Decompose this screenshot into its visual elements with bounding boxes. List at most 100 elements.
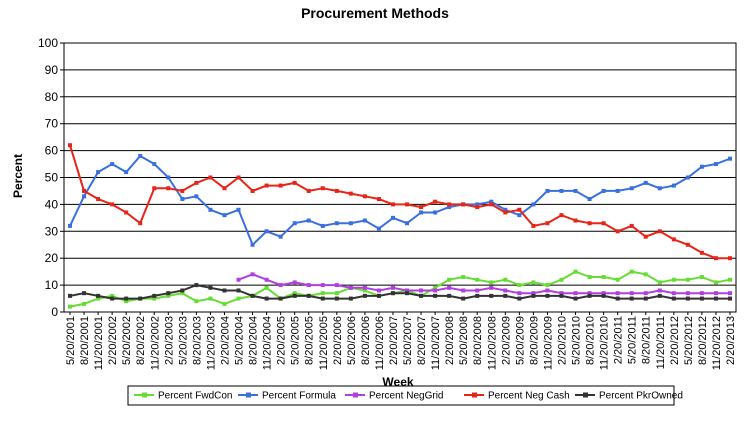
data-point [601, 188, 606, 193]
legend-label: Percent Neg Cash [488, 391, 570, 402]
data-point [194, 194, 199, 199]
data-point [447, 285, 452, 290]
data-point [713, 256, 718, 261]
data-point [390, 285, 395, 290]
series-percent-formula [68, 153, 732, 247]
data-point [68, 304, 72, 309]
x-tick-label: 5/20/2008 [458, 316, 470, 365]
series-percent-pkrowned [68, 283, 732, 301]
data-point [292, 221, 297, 226]
data-point [236, 175, 241, 180]
x-tick-label: 8/20/2010 [585, 316, 597, 365]
data-point [166, 293, 171, 298]
x-tick-label: 5/20/2012 [683, 316, 695, 365]
data-point [559, 277, 564, 282]
x-tick-label: 11/20/2010 [599, 316, 611, 370]
data-point [573, 188, 578, 193]
legend-marker [246, 392, 251, 398]
data-point [489, 285, 494, 290]
data-point [390, 215, 395, 220]
data-point [517, 207, 522, 212]
data-point [559, 291, 564, 296]
data-point [629, 296, 634, 301]
data-point [405, 291, 410, 296]
data-point [447, 277, 452, 282]
legend-item: Percent NegGrid [345, 391, 443, 402]
y-tick-label: 10 [45, 278, 59, 292]
data-point [713, 291, 718, 296]
data-point [124, 296, 129, 301]
x-tick-label: 5/20/2007 [402, 316, 414, 365]
data-point [587, 293, 592, 298]
data-point [517, 296, 522, 301]
data-point [461, 275, 466, 280]
y-axis-label: Percent [11, 154, 25, 198]
data-point [320, 223, 325, 228]
data-point [433, 293, 438, 298]
data-point [615, 277, 620, 282]
data-point [82, 188, 87, 193]
data-point [573, 218, 578, 223]
data-point [587, 197, 592, 202]
data-point [110, 202, 115, 207]
x-tick-label: 8/20/2002 [135, 316, 147, 365]
data-point [573, 269, 578, 274]
data-point [587, 275, 592, 280]
data-point [264, 229, 269, 234]
data-point [222, 301, 227, 306]
data-point [390, 291, 395, 296]
data-point [306, 293, 311, 298]
legend-item: Percent Neg Cash [464, 391, 570, 402]
data-point [152, 162, 157, 167]
data-point [685, 277, 690, 282]
data-point [96, 296, 101, 301]
x-tick-label: 5/20/2001 [65, 316, 77, 365]
x-tick-label: 8/20/2004 [248, 316, 260, 365]
data-point [320, 296, 325, 301]
legend: Percent FwdCon Percent Formula Percent Neg… [127, 385, 683, 406]
data-point [615, 229, 620, 234]
data-point [264, 183, 269, 188]
data-point [138, 221, 143, 226]
data-point [517, 283, 522, 288]
x-tick-label: 5/20/2005 [290, 316, 302, 365]
x-axis-ticks: 5/20/2001 8/20/2001 11/20/2001 2/20/2002 5/2… [65, 312, 737, 370]
data-point [615, 188, 620, 193]
data-point [643, 296, 648, 301]
x-tick-label: 5/20/2006 [346, 316, 358, 365]
data-point [531, 293, 536, 298]
legend-label: Percent FwdCon [158, 391, 232, 402]
data-point [531, 223, 536, 228]
data-point [657, 186, 662, 191]
data-point [264, 277, 269, 282]
x-tick-label: 11/20/2008 [486, 316, 498, 370]
data-point [334, 296, 339, 301]
x-tick-label: 8/20/2008 [472, 316, 484, 365]
y-tick-label: 90 [45, 63, 59, 77]
data-point [419, 288, 424, 293]
data-point [503, 277, 508, 282]
x-tick-label: 11/20/2011 [655, 316, 667, 369]
data-point [278, 183, 283, 188]
data-point [166, 175, 171, 180]
x-tick-label: 2/20/2011 [613, 316, 625, 364]
legend-marker [583, 392, 588, 398]
data-point [152, 186, 157, 191]
data-point [629, 223, 634, 228]
data-point [222, 186, 227, 191]
x-tick-label: 8/20/2005 [304, 316, 316, 365]
data-point [419, 205, 424, 210]
data-point [489, 293, 494, 298]
data-point [180, 288, 185, 293]
data-point [475, 205, 480, 210]
x-tick-label: 11/20/2004 [262, 316, 274, 370]
data-point [475, 293, 480, 298]
y-tick-label: 80 [45, 90, 59, 104]
x-tick-label: 2/20/2010 [556, 316, 568, 365]
data-point [362, 288, 367, 293]
x-tick-label: 11/20/2007 [430, 316, 442, 370]
data-point [699, 164, 704, 169]
data-point [447, 205, 452, 210]
data-point [405, 221, 410, 226]
